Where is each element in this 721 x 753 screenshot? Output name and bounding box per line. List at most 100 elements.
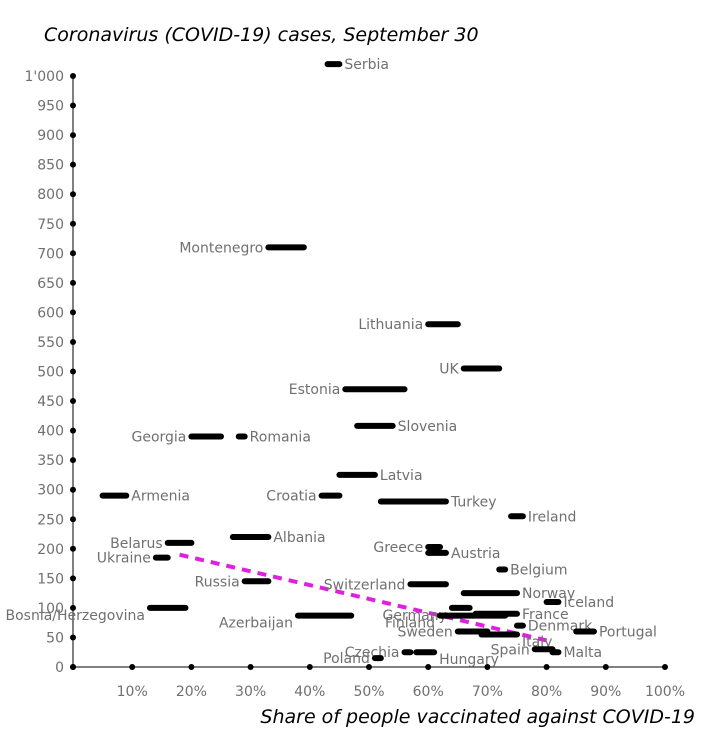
- x-tick-label: 40%: [294, 684, 325, 700]
- y-tick-mark: [70, 604, 76, 611]
- point-label: Croatia: [266, 489, 316, 505]
- x-tick-mark: [602, 664, 609, 670]
- y-tick-label: 850: [37, 158, 64, 174]
- y-tick-mark: [70, 73, 76, 79]
- x-tick-mark: [247, 664, 254, 670]
- point-label: Russia: [195, 574, 240, 590]
- y-tick-mark: [70, 368, 76, 375]
- x-ticks: 10% 20% 30% 40% 50% 60% 70% 80% 90% 100%: [70, 664, 685, 700]
- y-tick-mark: [70, 102, 76, 109]
- y-tick-label: 0: [55, 660, 64, 676]
- point-label: Armenia: [131, 489, 190, 505]
- y-tick-label: 800: [37, 187, 64, 203]
- x-tick-label: 10%: [117, 684, 148, 700]
- point-label: Ireland: [528, 509, 576, 525]
- point-label: Ukraine: [97, 551, 151, 567]
- point-label: Slovenia: [398, 419, 458, 435]
- y-tick-label: 900: [37, 128, 64, 144]
- x-tick-label: 90%: [590, 684, 621, 700]
- point-label: Belgium: [510, 562, 567, 578]
- point-label: Poland: [323, 651, 370, 667]
- point-label: Portugal: [599, 625, 657, 641]
- point-label: Azerbaijan: [219, 616, 293, 632]
- point-label: Hungary: [439, 652, 499, 668]
- y-tick-label: 950: [37, 99, 64, 115]
- point-label: Norway: [522, 586, 575, 602]
- x-tick-mark: [662, 664, 668, 670]
- point-label: Czechia: [345, 645, 400, 661]
- point-label: Georgia: [131, 430, 186, 446]
- point-label: Greece: [373, 540, 423, 556]
- y-tick-label: 450: [37, 394, 64, 410]
- x-tick-mark: [366, 664, 372, 670]
- point-label: France: [522, 607, 569, 623]
- y-tick-mark: [70, 575, 76, 582]
- y-tick-label: 500: [37, 365, 64, 381]
- x-tick-label: 80%: [531, 684, 562, 700]
- point-label: Romania: [250, 430, 311, 446]
- point-label: Spain: [491, 642, 530, 658]
- point-label: Belarus: [110, 536, 163, 552]
- y-tick-label: 250: [37, 512, 64, 528]
- point-label: Switzerland: [324, 577, 406, 593]
- point-label: Sweden: [397, 625, 452, 641]
- point-label: Albania: [273, 530, 325, 546]
- y-tick-mark: [70, 457, 76, 464]
- y-tick-label: 1'000: [25, 69, 64, 85]
- y-tick-mark: [70, 161, 76, 168]
- y-tick-mark: [70, 545, 76, 552]
- y-tick-label: 600: [37, 305, 64, 321]
- x-tick-label: 70%: [472, 684, 503, 700]
- y-tick-label: 700: [37, 246, 64, 262]
- point-label: Turkey: [450, 495, 497, 511]
- y-tick-mark: [70, 516, 76, 523]
- x-tick-label: 50%: [353, 684, 384, 700]
- y-tick-mark: [70, 427, 76, 434]
- x-tick-mark: [543, 664, 550, 670]
- y-tick-mark: [70, 279, 76, 286]
- y-tick-mark: [70, 191, 76, 198]
- y-tick-label: 100: [37, 601, 64, 617]
- data-points: Serbia Montenegro Lithuania UK Estonia Sloven…: [5, 57, 656, 668]
- x-tick-label: 30%: [235, 684, 266, 700]
- point-label: Montenegro: [179, 240, 263, 256]
- point-label: Germany: [383, 608, 447, 624]
- y-tick-label: 150: [37, 571, 64, 587]
- x-tick-mark: [484, 664, 491, 670]
- x-tick-mark: [129, 664, 136, 670]
- y-tick-label: 650: [37, 276, 64, 292]
- y-tick-mark: [70, 309, 76, 316]
- point-label: Estonia: [289, 382, 341, 398]
- chart-title: Coronavirus (COVID-19) cases, September …: [44, 24, 479, 46]
- x-tick-label: 20%: [176, 684, 207, 700]
- point-label: Lithuania: [358, 317, 423, 333]
- y-tick-mark: [70, 338, 76, 345]
- y-tick-label: 750: [37, 217, 64, 233]
- point-label: Serbia: [344, 57, 389, 73]
- y-tick-label: 200: [37, 542, 64, 558]
- x-axis-title: Share of people vaccinated against COVID…: [260, 706, 695, 728]
- y-tick-mark: [70, 220, 76, 227]
- y-tick-mark: [70, 132, 76, 139]
- y-tick-mark: [70, 486, 76, 493]
- y-ticks: 0 50 100 150 200 250 300 350 400 450 500 550 600 650 7…: [25, 69, 76, 676]
- point-label: Latvia: [380, 468, 423, 484]
- y-tick-label: 50: [46, 630, 64, 646]
- y-tick-label: 400: [37, 424, 64, 440]
- x-tick-mark: [70, 664, 76, 670]
- x-tick-mark: [188, 664, 195, 670]
- point-label: Austria: [451, 546, 500, 562]
- y-tick-mark: [70, 250, 76, 257]
- y-tick-label: 300: [37, 483, 64, 499]
- point-label: Malta: [563, 645, 602, 661]
- point-label: Bosnia/Herzegovina: [5, 608, 144, 624]
- point-label: Iceland: [563, 595, 614, 611]
- point-label: UK: [439, 362, 459, 378]
- y-tick-mark: [70, 634, 76, 641]
- x-tick-label: 60%: [413, 684, 444, 700]
- y-tick-label: 350: [37, 453, 64, 469]
- x-tick-mark: [306, 664, 313, 670]
- y-tick-mark: [70, 398, 76, 405]
- x-tick-label: 100%: [645, 684, 685, 700]
